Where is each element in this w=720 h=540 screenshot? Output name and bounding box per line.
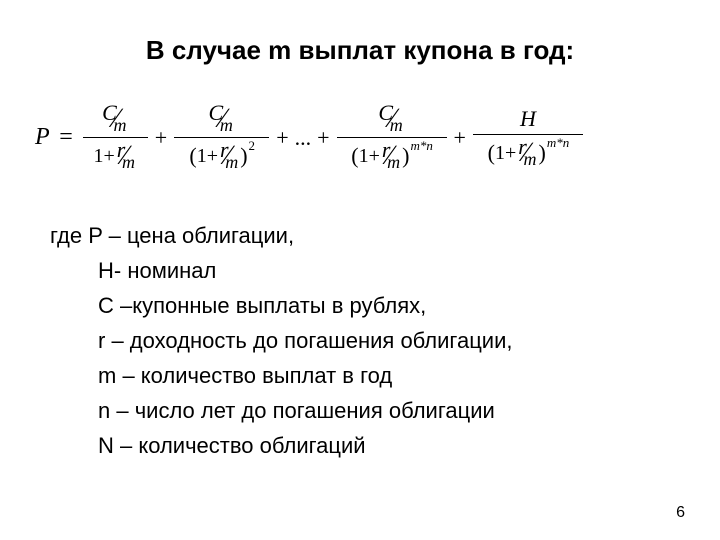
term1-num: C ∕ m <box>98 101 132 137</box>
equals-sign: = <box>59 124 73 150</box>
def-C: С –купонные выплаты в рублях, <box>98 289 670 322</box>
plus-4: + <box>454 125 466 151</box>
formula: P = C ∕ m 1+ r ∕ m + <box>35 101 670 174</box>
var-m5: m <box>390 115 403 136</box>
def-m: m – количество выплат в год <box>98 359 670 392</box>
def-N: N – количество облигаций <box>98 429 670 462</box>
def-r: r – доходность до погашения облигации, <box>98 324 670 357</box>
exp-mn2: m*n <box>547 135 569 151</box>
var-m6: m <box>387 152 400 173</box>
term-1: C ∕ m 1+ r ∕ m <box>83 101 148 174</box>
var-P: P <box>35 124 49 150</box>
term-2: C ∕ m ( 1+ r ∕ m ) 2 <box>174 101 269 174</box>
def-H: Н- номинал <box>98 254 670 287</box>
def-P: где P – цена облигации, <box>50 219 670 252</box>
term-H: H ( 1+ r ∕ m ) m*n <box>473 104 583 171</box>
page-number: 6 <box>676 504 685 522</box>
plus-3: + <box>317 125 329 151</box>
term2-num: C ∕ m <box>205 101 239 137</box>
plus-1: + <box>155 125 167 151</box>
term1-denom: 1+ r ∕ m <box>90 138 142 174</box>
termmn-num: C ∕ m <box>374 101 408 137</box>
termH-num: H <box>516 104 540 134</box>
var-m2: m <box>122 152 135 173</box>
plus-2: + <box>276 125 288 151</box>
exp-2: 2 <box>249 138 256 154</box>
variable-definitions: где P – цена облигации, Н- номинал С –ку… <box>50 219 670 462</box>
term-mn: C ∕ m ( 1+ r ∕ m ) m*n <box>337 101 447 174</box>
var-m4: m <box>225 152 238 173</box>
slide-title: В случае m выплат купона в год: <box>50 35 670 66</box>
termH-denom: ( 1+ r ∕ m ) m*n <box>484 135 573 171</box>
formula-lhs: P = <box>35 124 73 151</box>
def-n: n – число лет до погашения облигации <box>98 394 670 427</box>
termmn-denom: ( 1+ r ∕ m ) m*n <box>347 138 436 174</box>
term2-denom: ( 1+ r ∕ m ) 2 <box>185 138 258 174</box>
var-m3: m <box>220 115 233 136</box>
dots: ... <box>295 125 312 151</box>
var-m7: m <box>524 149 537 170</box>
var-m: m <box>113 115 126 136</box>
exp-mn1: m*n <box>410 138 432 154</box>
var-H: H <box>520 106 536 132</box>
